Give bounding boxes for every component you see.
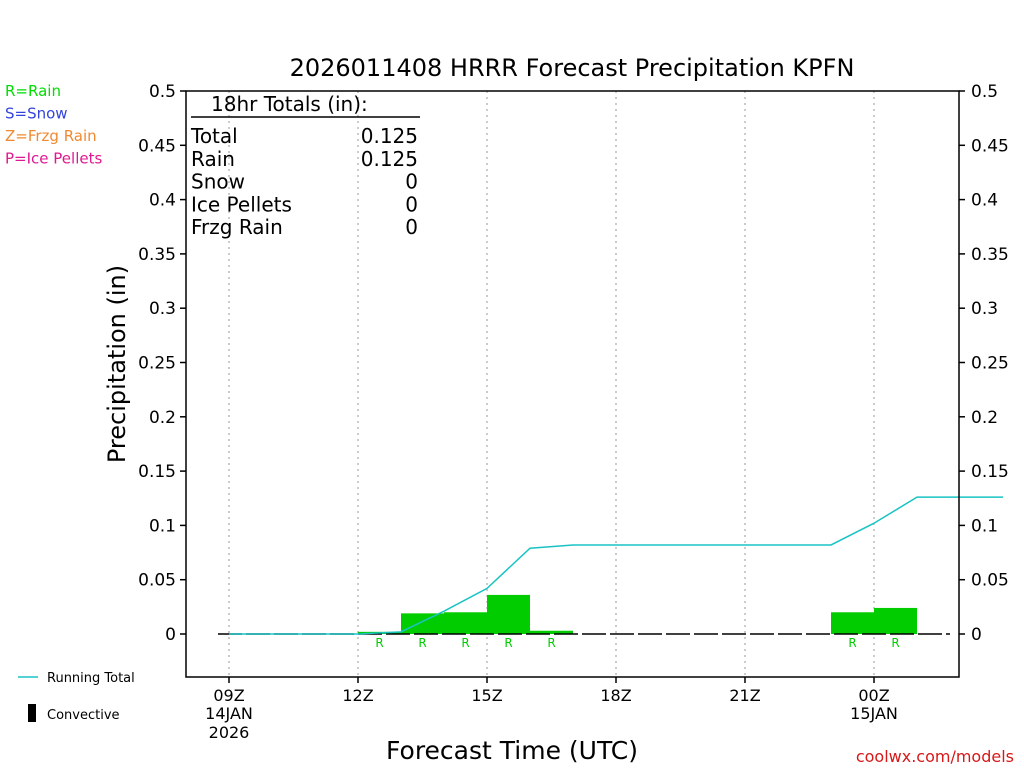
ptype-legend: R=Rain S=Snow Z=Frzg Rain P=Ice Pellets <box>5 82 102 168</box>
y-tick-label-left: 0.3 <box>149 299 176 319</box>
ptype-legend-item: P=Ice Pellets <box>5 150 102 168</box>
precip-bar <box>444 612 487 634</box>
ptype-label: R <box>891 636 899 650</box>
y-tick-label-right: 0.25 <box>971 354 1009 374</box>
ptype-label: R <box>547 636 555 650</box>
convective-legend-label: Convective <box>47 708 120 723</box>
ptype-legend-item: R=Rain <box>5 82 61 100</box>
totals-title: 18hr Totals (in): <box>211 92 368 116</box>
y-tick-label-left: 0.2 <box>149 408 176 428</box>
precip-bar <box>874 607 917 634</box>
y-tick-label-right: 0.3 <box>971 299 998 319</box>
y-tick-label-right: 0.05 <box>971 571 1009 591</box>
totals-row-label: Rain <box>191 147 235 171</box>
y-tick-label-right: 0.1 <box>971 516 998 536</box>
x-tick-label: 21Z <box>729 686 760 705</box>
ptype-label: R <box>418 636 426 650</box>
y-tick-label-right: 0 <box>971 625 982 645</box>
precip-bar <box>530 630 573 634</box>
totals-row-label: Ice Pellets <box>191 192 292 216</box>
bar-series <box>358 594 917 634</box>
x-tick-label: 18Z <box>600 686 631 705</box>
running-total-series <box>229 496 1003 635</box>
x-tick-year: 2026 <box>209 723 250 742</box>
ptype-legend-item: Z=Frzg Rain <box>5 127 97 145</box>
ptype-label: R <box>375 636 383 650</box>
y-tick-label-right: 0.35 <box>971 245 1009 265</box>
totals-row-value: 0.125 <box>361 147 418 171</box>
y-tick-label-right: 0.2 <box>971 408 998 428</box>
convective-swatch <box>28 704 36 722</box>
x-tick-label: 12Z <box>342 686 373 705</box>
totals-row-label: Total <box>190 124 238 148</box>
totals-row-value: 0.125 <box>361 124 418 148</box>
y-tick-label-right: 0.15 <box>971 462 1009 482</box>
y-tick-label-left: 0 <box>165 625 176 645</box>
y-axis-label: Precipitation (in) <box>103 265 131 463</box>
totals-row-value: 0 <box>405 192 418 216</box>
y-tick-label-left: 0.35 <box>138 245 176 265</box>
plot-frame <box>185 90 960 678</box>
y-tick-label-left: 0.5 <box>149 82 176 102</box>
x-tick-label: 15Z <box>471 686 502 705</box>
line-legend: Running Total Convective <box>18 671 135 723</box>
ptype-label: R <box>504 636 512 650</box>
y-tick-label-right: 0.45 <box>971 136 1009 156</box>
totals-row-label: Frzg Rain <box>191 215 283 239</box>
y-tick-label-left: 0.15 <box>138 462 176 482</box>
y-tick-label-left: 0.25 <box>138 354 176 374</box>
y-axis-right: 0 0.05 0.1 0.15 0.2 0.25 0.3 0.35 0.4 0.45 0.5 <box>959 82 1009 645</box>
x-tick-date: 15JAN <box>850 704 898 723</box>
ptype-label: R <box>848 636 856 650</box>
x-tick-label: 09Z <box>213 686 244 705</box>
running-total-legend-label: Running Total <box>47 671 135 686</box>
y-tick-label-right: 0.4 <box>971 191 998 211</box>
credit-text: coolwx.com/models <box>856 747 1014 766</box>
running-total-line <box>229 496 1003 635</box>
ptype-label: R <box>461 636 469 650</box>
grid-lines <box>228 91 875 677</box>
precip-bar <box>487 594 530 634</box>
y-tick-label-left: 0.1 <box>149 516 176 536</box>
totals-row-value: 0 <box>405 170 418 194</box>
totals-row-label: Snow <box>191 170 245 194</box>
ptype-legend-item: S=Snow <box>5 105 68 123</box>
y-tick-label-left: 0.05 <box>138 571 176 591</box>
totals-row-value: 0 <box>405 215 418 239</box>
precip-bar <box>831 612 874 634</box>
totals-box: 18hr Totals (in): Total 0.125 Rain 0.125 Sno… <box>190 92 420 239</box>
y-tick-label-right: 0.5 <box>971 82 998 102</box>
x-tick-label: 00Z <box>858 686 889 705</box>
precip-bar <box>401 613 444 634</box>
x-tick-date: 14JAN <box>205 704 253 723</box>
y-axis-left: 0 0.05 0.1 0.15 0.2 0.25 0.3 0.35 0.4 0.45 0.5 <box>138 82 186 645</box>
y-tick-label-left: 0.45 <box>138 136 176 156</box>
totals-rows: Total 0.125 Rain 0.125 Snow 0 Ice Pellets 0 Frzg… <box>190 124 418 239</box>
y-tick-label-left: 0.4 <box>149 191 176 211</box>
x-axis-label: Forecast Time (UTC) <box>386 736 638 765</box>
chart-title: 2026011408 HRRR Forecast Precipitation K… <box>290 54 855 82</box>
